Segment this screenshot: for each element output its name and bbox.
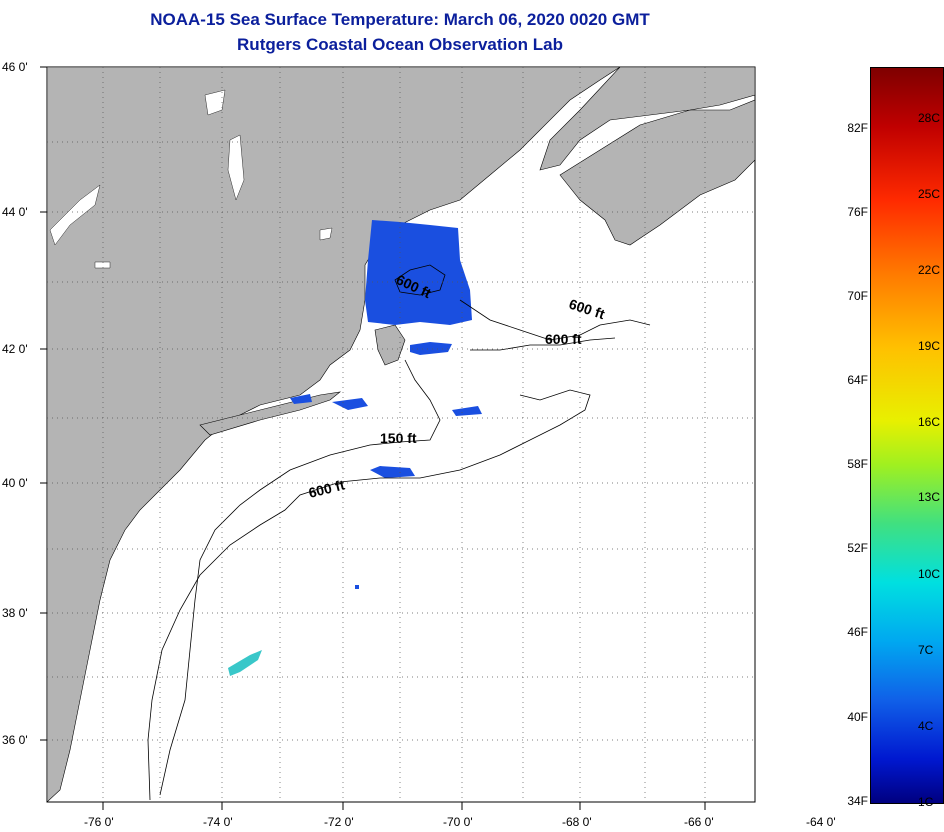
- colorbar-c-label: 7C: [918, 643, 933, 657]
- lat-label: 38 0': [2, 606, 28, 620]
- lon-label: -74 0': [203, 815, 233, 829]
- colorbar-f-label: 70F: [838, 289, 868, 303]
- colorbar-c-label: 22C: [918, 263, 940, 277]
- lat-label: 36 0': [2, 733, 28, 747]
- lon-label: -76 0': [84, 815, 114, 829]
- contour-label: 600 ft: [545, 331, 582, 347]
- colorbar-c-label: 10C: [918, 567, 940, 581]
- lat-label: 40 0': [2, 476, 28, 490]
- colorbar-f-label: 76F: [838, 205, 868, 219]
- gulf-of-maine-sst: [365, 220, 472, 325]
- contour-label: 150 ft: [380, 430, 417, 446]
- colorbar-f-label: 52F: [838, 541, 868, 555]
- colorbar-c-label: 1C: [918, 795, 933, 809]
- lon-label: -64 0': [806, 815, 836, 829]
- lat-label: 46 0': [2, 60, 28, 74]
- sst-map: 46 0' 44 0' 42 0' 40 0' 38 0' 36 0' -76 …: [0, 0, 944, 832]
- colorbar-c-label: 4C: [918, 719, 933, 733]
- colorbar-f-label: 82F: [838, 121, 868, 135]
- lat-label: 42 0': [2, 342, 28, 356]
- colorbar-c-label: 16C: [918, 415, 940, 429]
- lat-label: 44 0': [2, 205, 28, 219]
- lon-label: -72 0': [324, 815, 354, 829]
- colorbar-c-label: 13C: [918, 490, 940, 504]
- colorbar-f-label: 34F: [838, 794, 868, 808]
- colorbar-c-label: 19C: [918, 339, 940, 353]
- lon-label: -66 0': [684, 815, 714, 829]
- colorbar-f-label: 64F: [838, 373, 868, 387]
- colorbar-f-label: 46F: [838, 625, 868, 639]
- temperature-colorbar: [870, 67, 944, 804]
- colorbar-c-label: 25C: [918, 187, 940, 201]
- lon-label: -70 0': [443, 815, 473, 829]
- colorbar-f-label: 58F: [838, 457, 868, 471]
- colorbar-c-label: 28C: [918, 111, 940, 125]
- colorbar-f-label: 40F: [838, 710, 868, 724]
- lon-label: -68 0': [562, 815, 592, 829]
